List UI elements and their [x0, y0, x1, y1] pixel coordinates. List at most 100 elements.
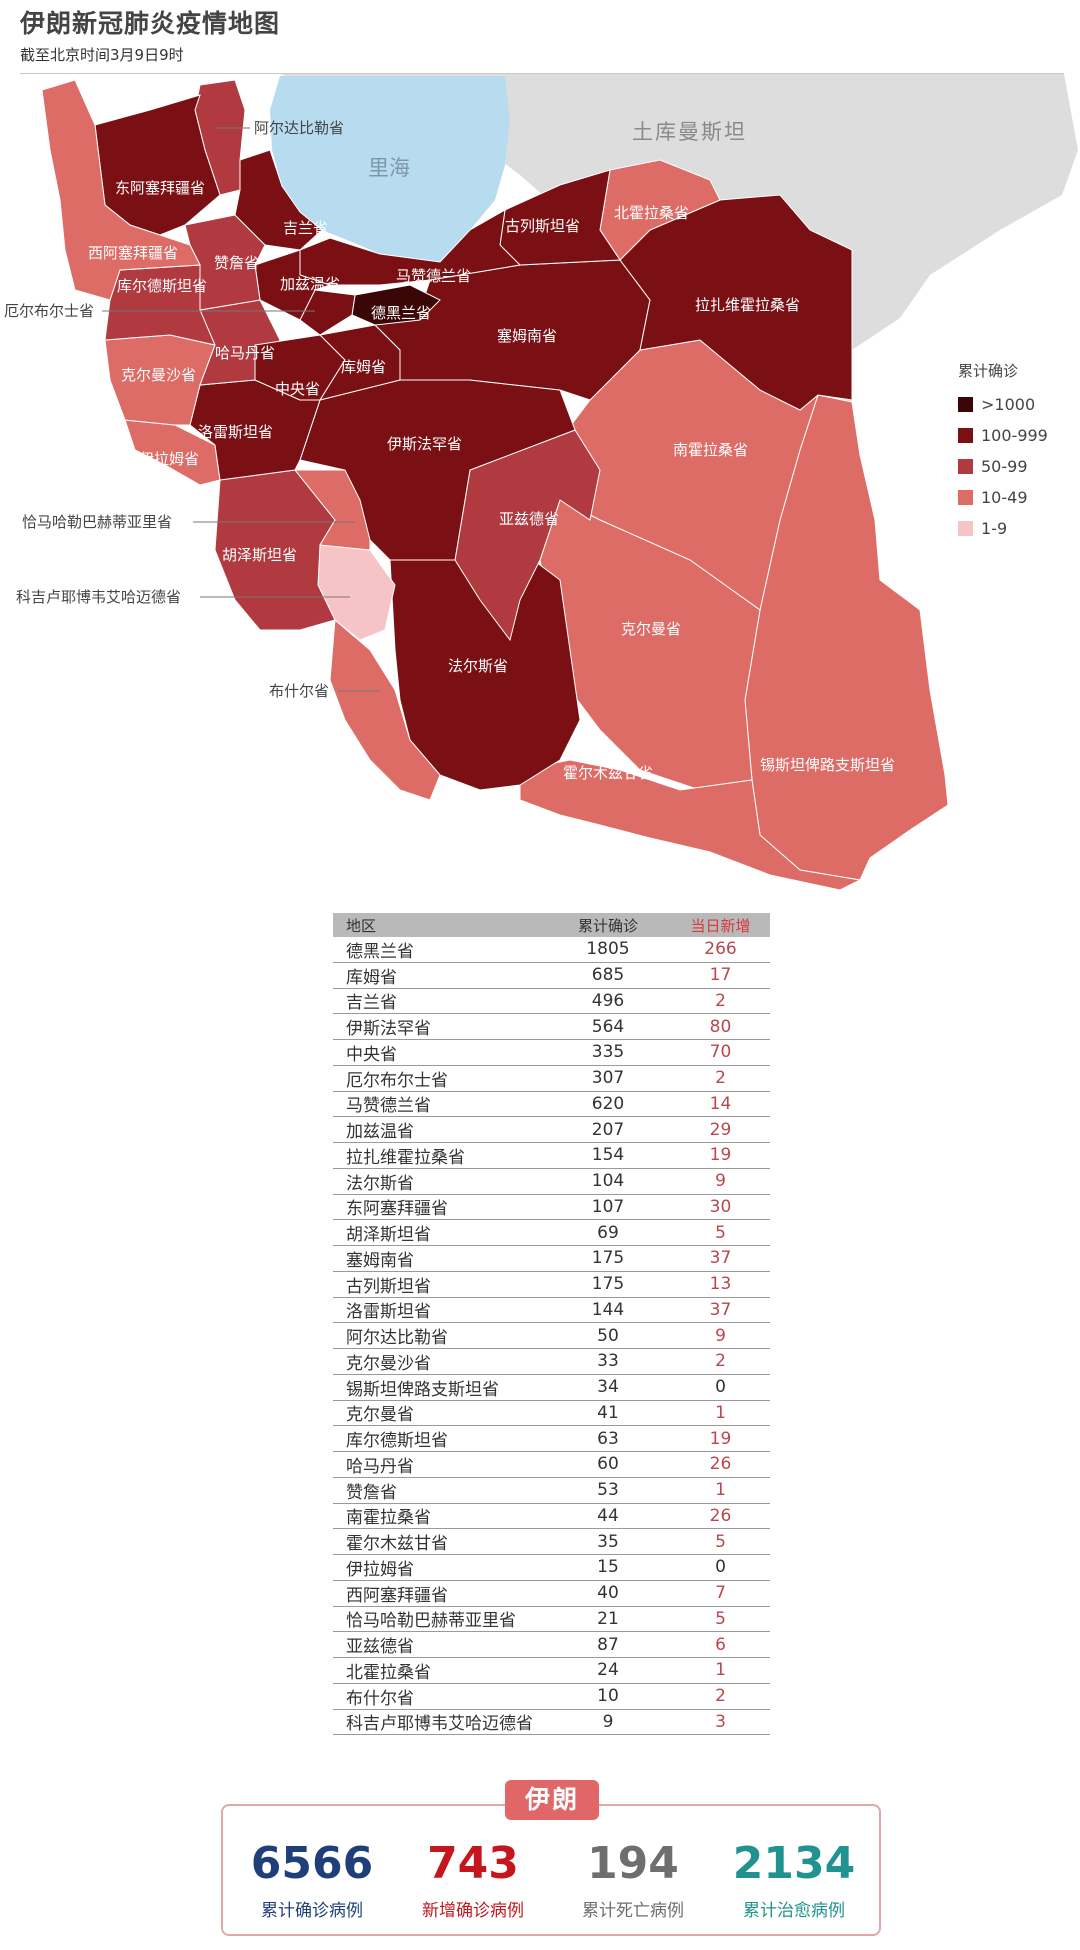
summary-stat: 6566 累计确诊病例	[232, 1838, 392, 1921]
table-row: 伊斯法罕省 564 80	[333, 1014, 770, 1040]
cell-new: 7	[715, 1583, 726, 1604]
cell-total: 40	[597, 1583, 619, 1604]
legend: 累计确诊 >1000 100-999 50-99 10-49 1-9	[958, 360, 1048, 544]
cell-total: 53	[597, 1480, 619, 1501]
cell-total: 50	[597, 1325, 619, 1346]
cell-region: 中央省	[346, 1044, 397, 1065]
legend-label: 100-999	[981, 426, 1048, 445]
stat-value: 2134	[732, 1838, 856, 1889]
legend-label: 10-49	[981, 488, 1028, 507]
header-region: 地区	[346, 916, 377, 935]
label-north-khorasan: 北霍拉桑省	[614, 204, 689, 222]
cell-total: 564	[591, 1016, 625, 1037]
cell-total: 154	[591, 1145, 625, 1166]
province-yazd	[454, 429, 601, 642]
label-isfahan: 伊斯法罕省	[387, 435, 462, 453]
stat-label: 累计确诊病例	[261, 1901, 363, 1921]
cell-region: 南霍拉桑省	[346, 1508, 431, 1529]
province-ilam	[124, 419, 221, 486]
caspian-sea	[270, 76, 510, 262]
label-ardabil: 阿尔达比勒省	[254, 119, 344, 137]
cell-region: 克尔曼沙省	[346, 1353, 431, 1374]
province-table: 地区 累计确诊 当日新增 德黑兰省 1805 266 库姆省 685 17 吉兰省 496 2 伊…	[333, 913, 770, 1736]
header-new: 当日新增	[690, 916, 751, 935]
label-qazvin: 加兹温省	[280, 275, 340, 293]
table-row: 霍尔木兹甘省 35 5	[333, 1529, 770, 1555]
cell-total: 335	[591, 1042, 625, 1063]
table-row: 亚兹德省 87 6	[333, 1632, 770, 1658]
cell-region: 北霍拉桑省	[346, 1662, 431, 1683]
cell-region: 德黑兰省	[346, 941, 414, 962]
cell-total: 104	[591, 1171, 625, 1192]
cell-region: 马赞德兰省	[346, 1096, 431, 1117]
cell-region: 恰马哈勒巴赫蒂亚里省	[346, 1611, 516, 1632]
legend-label: >1000	[981, 395, 1036, 414]
header-total: 累计确诊	[577, 916, 638, 935]
cell-new: 17	[709, 965, 732, 986]
table-row: 胡泽斯坦省 69 5	[333, 1220, 770, 1246]
cell-new: 80	[709, 1016, 732, 1037]
cell-total: 24	[597, 1660, 619, 1681]
table-row: 阿尔达比勒省 50 9	[333, 1323, 770, 1349]
label-kurdistan: 库尔德斯坦省	[117, 277, 207, 295]
cell-total: 207	[591, 1119, 625, 1140]
cell-new: 3	[715, 1711, 726, 1732]
label-tehran: 德黑兰省	[371, 304, 431, 322]
legend-swatch	[958, 490, 973, 505]
table-row: 哈马丹省 60 26	[333, 1452, 770, 1478]
cell-total: 69	[597, 1222, 619, 1243]
cell-new: 26	[709, 1505, 732, 1526]
summary-stat: 2134 累计治愈病例	[714, 1838, 874, 1921]
cell-new: 30	[709, 1196, 732, 1217]
cell-total: 41	[597, 1402, 619, 1423]
label-qom: 库姆省	[341, 358, 386, 376]
summary-stat: 194 累计死亡病例	[553, 1838, 713, 1921]
cell-region: 伊斯法罕省	[346, 1019, 431, 1040]
cell-total: 87	[597, 1634, 619, 1655]
cell-new: 1	[715, 1660, 726, 1681]
table-row: 锡斯坦俾路支斯坦省 34 0	[333, 1375, 770, 1401]
cell-new: 1	[715, 1402, 726, 1423]
stat-value: 6566	[250, 1838, 374, 1889]
iran-map: 东阿塞拜疆省 吉兰省 古列斯坦省 北霍拉桑省 西阿塞拜疆省 赞詹省 马赞德兰省 …	[4, 74, 1078, 891]
cell-total: 33	[597, 1351, 619, 1372]
cell-total: 307	[591, 1068, 625, 1089]
cell-new: 19	[709, 1428, 732, 1449]
cell-region: 洛雷斯坦省	[346, 1302, 431, 1323]
cell-region: 拉扎维霍拉桑省	[346, 1147, 465, 1168]
table-row: 古列斯坦省 175 13	[333, 1272, 770, 1298]
legend-label: 50-99	[981, 457, 1028, 476]
label-south-khorasan: 南霍拉桑省	[673, 441, 748, 459]
province-hormozgan	[519, 759, 862, 891]
cell-region: 塞姆南省	[346, 1250, 414, 1271]
cell-new: 5	[715, 1531, 726, 1552]
cell-region: 布什尔省	[346, 1688, 414, 1709]
cell-new: 1	[715, 1480, 726, 1501]
table-header: 地区 累计确诊 当日新增	[333, 913, 770, 937]
cell-region: 锡斯坦俾路支斯坦省	[346, 1379, 499, 1400]
cell-region: 库姆省	[346, 967, 397, 988]
label-markazi: 中央省	[275, 380, 320, 398]
cell-region: 法尔斯省	[346, 1173, 414, 1194]
cell-total: 620	[591, 1093, 625, 1114]
province-qazvin	[254, 249, 332, 321]
cell-new: 37	[709, 1248, 732, 1269]
cell-total: 10	[597, 1686, 619, 1707]
label-chaharmahal: 恰马哈勒巴赫蒂亚里省	[22, 513, 172, 531]
table-row: 加兹温省 207 29	[333, 1117, 770, 1143]
legend-swatch	[958, 521, 973, 536]
cell-total: 44	[597, 1505, 619, 1526]
page-title: 伊朗新冠肺炎疫情地图	[20, 9, 281, 38]
cell-new: 0	[715, 1557, 726, 1578]
table-row: 东阿塞拜疆省 107 30	[333, 1195, 770, 1221]
table-row: 德黑兰省 1805 266	[333, 937, 770, 963]
stat-label: 新增确诊病例	[422, 1901, 524, 1921]
cell-new: 2	[715, 1686, 726, 1707]
cell-total: 9	[602, 1711, 614, 1732]
legend-swatch	[958, 428, 973, 443]
title-divider	[20, 73, 1064, 74]
stat-label: 累计死亡病例	[582, 1901, 684, 1921]
cell-total: 35	[597, 1531, 619, 1552]
label-west-azerbaijan: 西阿塞拜疆省	[88, 244, 178, 262]
label-kermanshah: 克尔曼沙省	[121, 366, 196, 384]
